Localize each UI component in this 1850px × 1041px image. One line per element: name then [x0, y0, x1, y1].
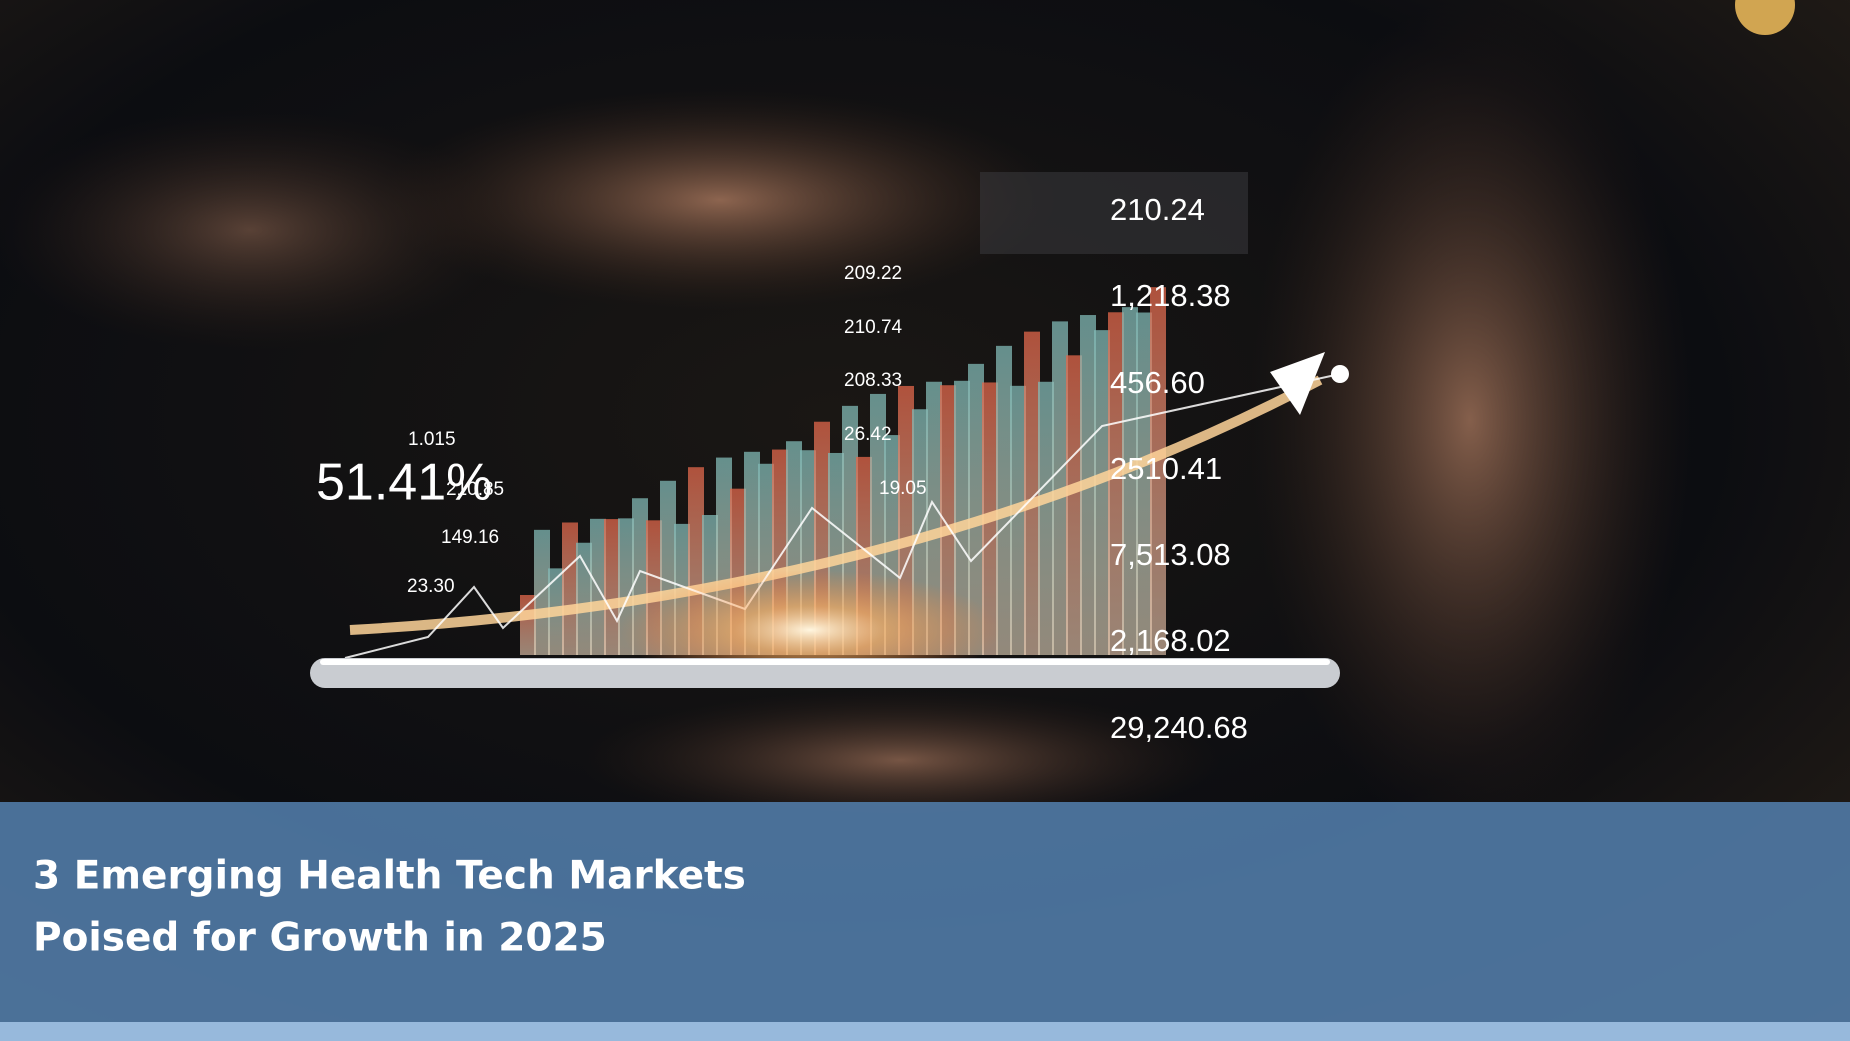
wrist: [0, 110, 510, 350]
banner-title: Poised for Growth in 2025: [33, 916, 607, 961]
hologram-bar: [1052, 321, 1068, 655]
hologram-bar: [1038, 381, 1054, 655]
figure: 1.015: [408, 429, 456, 450]
hologram-bar: [1136, 312, 1152, 655]
figure: 2510.41: [1110, 451, 1222, 486]
figure: 209.22: [844, 263, 902, 284]
hologram-bar: [1122, 307, 1138, 655]
lower-hand: [580, 690, 1220, 830]
hologram-bar: [1108, 312, 1124, 655]
hologram-bar: [562, 522, 578, 655]
figure: 2,168.02: [1110, 623, 1231, 658]
figure: 208.33: [844, 370, 902, 391]
hand: [380, 90, 1060, 310]
percentage: 51.41%: [316, 454, 492, 512]
hologram-bar: [1010, 385, 1026, 655]
hologram-bar: [1094, 330, 1110, 655]
banner-title: 3 Emerging Health Tech Markets: [33, 854, 746, 899]
figure: 210.24: [1110, 192, 1205, 227]
hologram-bar: [1024, 331, 1040, 655]
banner-strip: [0, 1022, 1850, 1041]
hologram-bar: [968, 363, 984, 655]
light: [1735, 0, 1795, 35]
hologram-bar: [1150, 287, 1166, 655]
figure: 456.60: [1110, 365, 1205, 400]
figure: 149.16: [441, 527, 499, 548]
figure: 23.30: [407, 576, 455, 597]
panel: [980, 172, 1248, 254]
hologram-bar: [1066, 355, 1082, 655]
arm: [1250, 0, 1690, 840]
hologram-bar: [996, 345, 1012, 655]
hologram-bar: [954, 380, 970, 655]
tablet: [310, 658, 1340, 688]
figure: 7,513.08: [1110, 537, 1231, 572]
figure: 1,218.38: [1110, 278, 1231, 313]
figure: 210.74: [844, 317, 903, 338]
figure: 29,240.68: [1110, 710, 1248, 745]
figure: 19.05: [879, 478, 927, 499]
figure: 210.85: [446, 479, 504, 500]
hologram-bar: [576, 542, 592, 655]
figure: 26.42: [844, 424, 892, 445]
tablet-edge: [320, 659, 1330, 665]
banner: [0, 802, 1850, 1022]
hologram-bar: [604, 519, 620, 655]
